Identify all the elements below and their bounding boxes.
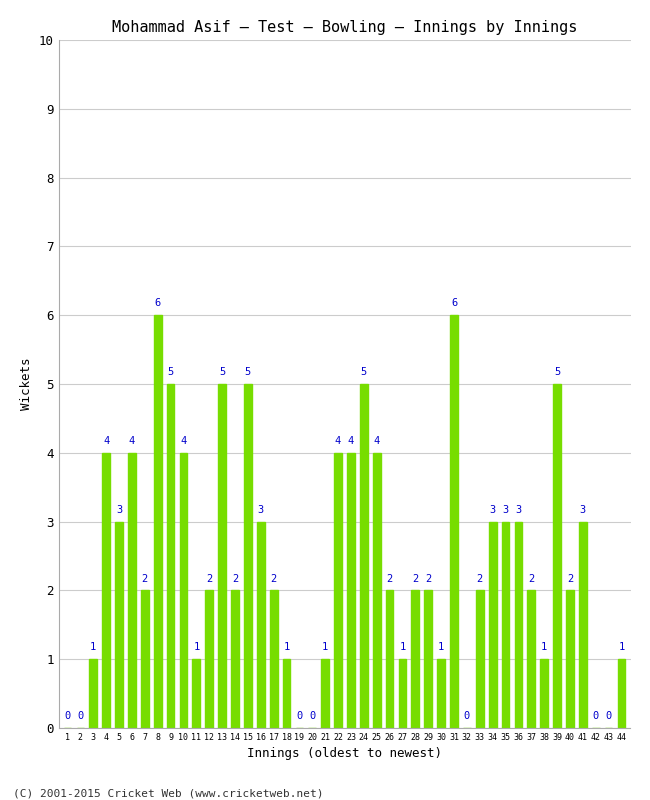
Text: 2: 2 [142,574,148,583]
Bar [360,384,368,728]
Bar [321,659,329,728]
Text: 1: 1 [399,642,406,652]
Bar [192,659,200,728]
Text: 0: 0 [309,711,315,721]
Bar [618,659,625,728]
Bar [166,384,174,728]
Text: 3: 3 [489,505,496,514]
Text: 5: 5 [361,367,367,377]
Text: 2: 2 [206,574,213,583]
Bar [115,522,123,728]
Bar [334,453,342,728]
Text: 1: 1 [541,642,547,652]
Text: 1: 1 [322,642,328,652]
Bar [411,590,419,728]
Text: 4: 4 [335,436,341,446]
Bar [90,659,97,728]
Text: 3: 3 [580,505,586,514]
Bar [205,590,213,728]
Bar [283,659,291,728]
Bar [102,453,110,728]
Text: 2: 2 [425,574,432,583]
Bar [141,590,149,728]
Text: 0: 0 [593,711,599,721]
Bar [373,453,380,728]
Title: Mohammad Asif – Test – Bowling – Innings by Innings: Mohammad Asif – Test – Bowling – Innings… [112,20,577,34]
Text: 3: 3 [257,505,264,514]
Text: 4: 4 [348,436,354,446]
Text: 0: 0 [64,711,71,721]
Bar [553,384,561,728]
Text: 6: 6 [451,298,457,308]
Text: 0: 0 [296,711,302,721]
Bar [450,315,458,728]
Bar [579,522,587,728]
Bar [515,522,523,728]
Bar [527,590,535,728]
Text: 2: 2 [270,574,277,583]
Text: 0: 0 [463,711,470,721]
Bar [540,659,548,728]
Text: 2: 2 [528,574,534,583]
Text: 4: 4 [129,436,135,446]
Text: (C) 2001-2015 Cricket Web (www.cricketweb.net): (C) 2001-2015 Cricket Web (www.cricketwe… [13,788,324,798]
Text: 2: 2 [476,574,483,583]
Text: 2: 2 [412,574,419,583]
Bar [385,590,393,728]
Text: 0: 0 [77,711,84,721]
Text: 1: 1 [618,642,625,652]
Text: 3: 3 [116,505,122,514]
Bar [424,590,432,728]
Text: 3: 3 [515,505,521,514]
Text: 0: 0 [605,711,612,721]
Text: 1: 1 [90,642,96,652]
Bar [270,590,278,728]
Text: 4: 4 [374,436,380,446]
Bar [566,590,574,728]
Text: 1: 1 [438,642,444,652]
Bar [257,522,265,728]
Bar [218,384,226,728]
Bar [476,590,484,728]
Bar [231,590,239,728]
Text: 2: 2 [387,574,393,583]
Y-axis label: Wickets: Wickets [20,358,33,410]
Text: 5: 5 [219,367,226,377]
Text: 2: 2 [232,574,238,583]
Bar [179,453,187,728]
Text: 2: 2 [567,574,573,583]
X-axis label: Innings (oldest to newest): Innings (oldest to newest) [247,747,442,761]
Bar [128,453,136,728]
Bar [437,659,445,728]
Bar [154,315,162,728]
Bar [502,522,510,728]
Text: 4: 4 [180,436,187,446]
Bar [347,453,355,728]
Text: 5: 5 [554,367,560,377]
Bar [244,384,252,728]
Text: 1: 1 [283,642,290,652]
Bar [398,659,406,728]
Text: 3: 3 [502,505,509,514]
Text: 5: 5 [245,367,251,377]
Text: 4: 4 [103,436,109,446]
Text: 5: 5 [168,367,174,377]
Text: 1: 1 [193,642,200,652]
Text: 6: 6 [155,298,161,308]
Bar [489,522,497,728]
